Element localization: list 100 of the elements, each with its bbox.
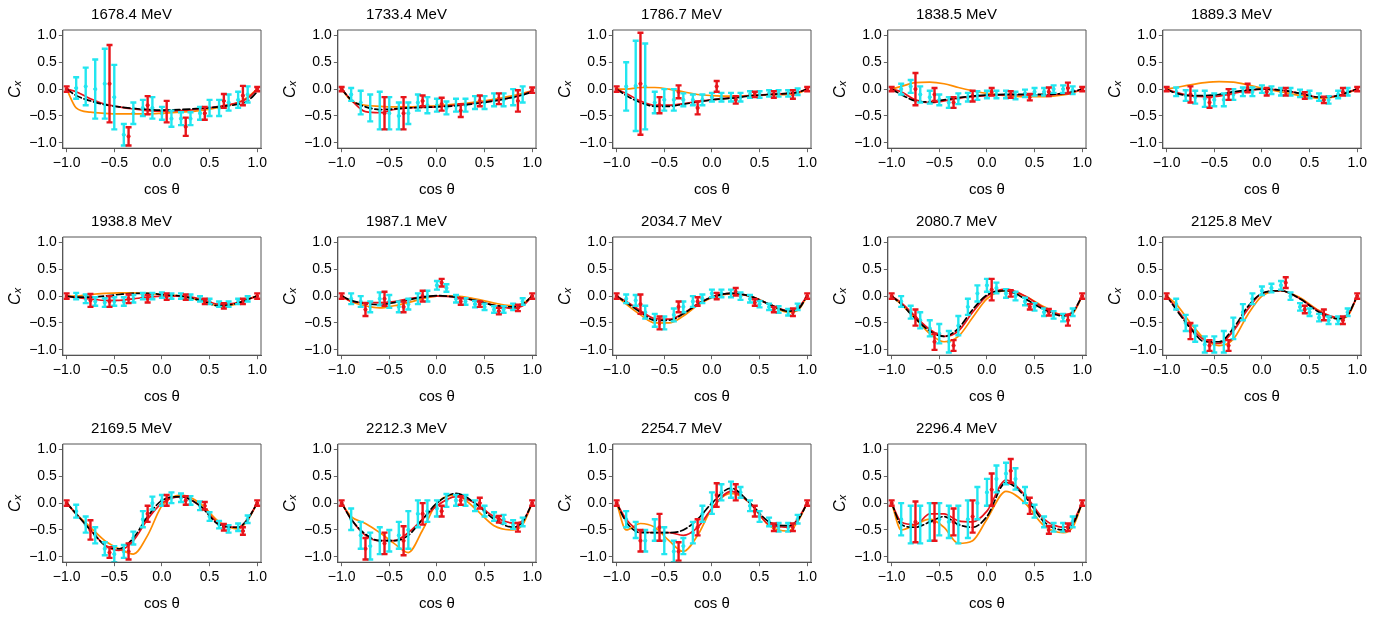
x-tick-label: −0.5 (650, 361, 679, 378)
x-tick-label: −0.5 (925, 361, 954, 378)
x-tick-label: −1.0 (327, 568, 356, 585)
chart-title: 1678.4 MeV (91, 5, 172, 23)
y-tick-label: −1.0 (29, 547, 58, 564)
x-tick-label: −0.5 (925, 154, 954, 171)
x-tick-label: −1.0 (602, 361, 631, 378)
x-axis-title: cos θ (968, 180, 1005, 198)
x-axis-title: cos θ (968, 387, 1005, 405)
y-tick-label: 1.0 (587, 440, 608, 457)
x-tick-label: 0.0 (1252, 361, 1272, 378)
x-tick-label: 0.5 (199, 154, 220, 171)
y-tick-label: −0.5 (854, 313, 883, 330)
y-tick-label: −0.5 (29, 520, 58, 537)
y-tick-label: 0.5 (587, 53, 608, 70)
y-tick-label: 1.0 (1137, 26, 1158, 43)
y-tick-label: −0.5 (304, 106, 333, 123)
x-tick-label: −1.0 (52, 361, 81, 378)
x-tick-label: −0.5 (1200, 154, 1229, 171)
y-tick-label: −1.0 (579, 133, 608, 150)
y-tick-label: 1.0 (312, 233, 333, 250)
y-tick-label: −1.0 (1129, 133, 1158, 150)
y-axis-title: Cₓ (831, 287, 849, 305)
x-tick-label: −1.0 (327, 361, 356, 378)
y-tick-label: 0.0 (862, 493, 883, 510)
x-tick-label: 1.0 (1072, 154, 1093, 171)
y-axis-title: Cₓ (281, 494, 299, 512)
x-tick-label: 0.0 (977, 568, 997, 585)
x-tick-label: −1.0 (877, 154, 906, 171)
x-tick-label: −0.5 (100, 568, 129, 585)
x-tick-label: 0.0 (152, 568, 172, 585)
y-axis-title: Cₓ (831, 80, 849, 98)
y-axis-title: Cₓ (1106, 287, 1124, 305)
x-tick-label: 1.0 (522, 361, 543, 378)
chart-title: 1938.8 MeV (91, 212, 172, 230)
x-axis-title: cos θ (968, 594, 1005, 612)
x-tick-label: 0.5 (199, 361, 220, 378)
x-tick-label: 0.0 (977, 154, 997, 171)
chart-title: 1733.4 MeV (366, 5, 447, 23)
y-tick-label: 0.0 (312, 493, 333, 510)
chart-title: 1786.7 MeV (641, 5, 722, 23)
y-tick-label: −0.5 (1129, 313, 1158, 330)
y-tick-label: 0.5 (862, 53, 883, 70)
y-tick-label: 1.0 (37, 26, 58, 43)
y-tick-label: −0.5 (304, 520, 333, 537)
x-tick-label: −1.0 (602, 154, 631, 171)
y-tick-label: −0.5 (579, 520, 608, 537)
y-tick-label: −1.0 (304, 547, 333, 564)
y-tick-label: −0.5 (579, 106, 608, 123)
y-tick-label: 1.0 (587, 233, 608, 250)
x-axis-title: cos θ (143, 387, 180, 405)
y-tick-label: 0.0 (312, 286, 333, 303)
chart-title: 2034.7 MeV (641, 212, 722, 230)
y-axis-title: Cₓ (1106, 80, 1124, 98)
x-tick-label: 0.5 (1024, 154, 1045, 171)
y-tick-label: 0.5 (312, 260, 333, 277)
x-tick-label: −1.0 (52, 154, 81, 171)
x-tick-label: 0.0 (427, 154, 447, 171)
x-axis-title: cos θ (693, 387, 730, 405)
x-tick-label: 0.0 (427, 568, 447, 585)
y-tick-label: 0.5 (37, 467, 58, 484)
x-tick-label: −0.5 (375, 361, 404, 378)
x-tick-label: −1.0 (1152, 361, 1181, 378)
x-tick-label: −0.5 (100, 361, 129, 378)
y-tick-label: 0.0 (37, 79, 58, 96)
x-tick-label: 0.5 (1024, 568, 1045, 585)
x-tick-label: 0.5 (1024, 361, 1045, 378)
y-tick-label: −1.0 (579, 340, 608, 357)
x-tick-label: 0.5 (199, 568, 220, 585)
x-tick-label: 1.0 (247, 361, 268, 378)
y-tick-label: 0.0 (862, 286, 883, 303)
x-tick-label: −1.0 (1152, 154, 1181, 171)
x-axis-title: cos θ (418, 594, 455, 612)
y-tick-label: 1.0 (37, 233, 58, 250)
y-axis-title: Cₓ (831, 494, 849, 512)
x-tick-label: −0.5 (375, 568, 404, 585)
y-tick-label: 0.0 (587, 286, 608, 303)
y-tick-label: −0.5 (854, 520, 883, 537)
y-tick-label: −0.5 (29, 313, 58, 330)
y-axis-title: Cₓ (556, 80, 574, 98)
x-tick-label: 0.0 (977, 361, 997, 378)
x-tick-label: 1.0 (522, 154, 543, 171)
y-tick-label: 0.0 (1137, 79, 1158, 96)
y-tick-label: 1.0 (862, 26, 883, 43)
x-axis-title: cos θ (143, 594, 180, 612)
x-tick-label: −1.0 (327, 154, 356, 171)
x-tick-label: −0.5 (1200, 361, 1229, 378)
x-axis-title: cos θ (1243, 180, 1280, 198)
y-tick-label: 1.0 (862, 440, 883, 457)
x-tick-label: 1.0 (1072, 568, 1093, 585)
y-tick-label: 1.0 (1137, 233, 1158, 250)
x-tick-label: 0.0 (1252, 154, 1272, 171)
y-tick-label: 0.0 (37, 286, 58, 303)
x-tick-label: 1.0 (1347, 154, 1368, 171)
x-axis-title: cos θ (693, 180, 730, 198)
y-tick-label: 1.0 (312, 440, 333, 457)
x-tick-label: −1.0 (877, 361, 906, 378)
x-tick-label: 0.5 (1299, 361, 1320, 378)
y-axis-title: Cₓ (6, 494, 24, 512)
chart-title: 2212.3 MeV (366, 419, 447, 437)
